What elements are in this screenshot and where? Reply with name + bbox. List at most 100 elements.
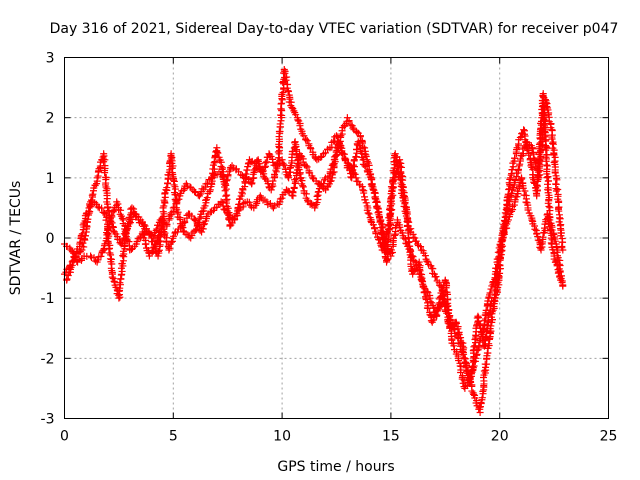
data-point xyxy=(284,87,292,95)
x-axis-label: GPS time / hours xyxy=(277,459,394,475)
data-point xyxy=(133,213,141,221)
data-point xyxy=(341,157,349,165)
data-point xyxy=(190,215,198,223)
data-point xyxy=(418,276,426,284)
data-point xyxy=(116,279,124,287)
y-tick-label: -2 xyxy=(41,351,55,367)
data-point xyxy=(363,158,371,166)
data-point xyxy=(339,150,347,158)
x-tick-label: 25 xyxy=(600,429,618,445)
data-point xyxy=(119,252,127,260)
data-point xyxy=(91,181,99,189)
data-point xyxy=(210,159,218,167)
data-point xyxy=(210,165,218,173)
data-point xyxy=(296,170,304,178)
data-point xyxy=(403,222,411,230)
data-points xyxy=(61,66,567,416)
data-point xyxy=(165,244,173,252)
axis-ticks: 0 5 10 15 20 25 -3 -2 -1 0 1 2 3 xyxy=(41,51,618,445)
data-point xyxy=(89,190,97,198)
data-point xyxy=(471,342,479,350)
data-point xyxy=(108,211,116,219)
data-point xyxy=(278,194,286,202)
data-point xyxy=(391,231,399,239)
data-point xyxy=(501,209,509,217)
data-point xyxy=(345,117,353,125)
data-point xyxy=(460,383,468,391)
data-point xyxy=(533,190,541,198)
data-point xyxy=(247,158,255,166)
data-point xyxy=(191,188,199,196)
data-point xyxy=(537,244,545,252)
data-point xyxy=(499,242,507,250)
data-point xyxy=(303,163,311,171)
data-point xyxy=(416,267,424,275)
data-point xyxy=(326,177,334,185)
data-point xyxy=(549,140,557,148)
data-point xyxy=(259,168,267,176)
data-point xyxy=(232,210,240,218)
data-point xyxy=(166,212,174,220)
data-point xyxy=(539,233,547,241)
data-point xyxy=(463,382,471,390)
data-point xyxy=(474,317,482,325)
data-point xyxy=(498,235,506,243)
y-tick-label: -1 xyxy=(41,291,55,307)
data-point xyxy=(243,173,251,181)
data-point xyxy=(155,238,163,246)
data-point xyxy=(90,254,98,262)
y-tick-label: -3 xyxy=(41,412,55,428)
data-point xyxy=(471,336,479,344)
data-point xyxy=(248,179,256,187)
data-point xyxy=(535,140,543,148)
data-point xyxy=(159,220,167,228)
data-point xyxy=(263,158,271,166)
data-point xyxy=(292,111,300,119)
data-point xyxy=(431,312,439,320)
data-point xyxy=(366,171,374,179)
data-point xyxy=(280,161,288,169)
data-point xyxy=(97,252,105,260)
data-point xyxy=(533,181,541,189)
data-point xyxy=(534,158,542,166)
data-point xyxy=(266,151,274,159)
data-point xyxy=(94,256,102,264)
data-point xyxy=(70,254,78,262)
data-point xyxy=(170,232,178,240)
data-point xyxy=(559,238,567,246)
y-tick-label: 3 xyxy=(46,51,55,67)
data-point xyxy=(534,173,542,181)
data-point xyxy=(399,187,407,195)
data-point xyxy=(280,66,288,74)
data-point xyxy=(140,221,148,229)
data-point xyxy=(368,182,376,190)
data-point xyxy=(540,115,548,123)
data-point xyxy=(110,277,118,285)
data-point xyxy=(170,181,178,189)
data-point xyxy=(505,186,513,194)
data-point xyxy=(276,195,284,203)
data-point xyxy=(470,390,478,398)
data-point xyxy=(528,216,536,224)
data-point xyxy=(303,137,311,145)
data-point xyxy=(302,162,310,170)
data-point xyxy=(276,120,284,128)
data-point xyxy=(275,127,283,135)
data-point xyxy=(278,156,286,164)
data-point xyxy=(543,174,551,182)
data-point xyxy=(465,378,473,386)
data-point xyxy=(234,203,242,211)
data-point xyxy=(309,174,317,182)
data-point xyxy=(283,73,291,81)
data-point xyxy=(299,182,307,190)
data-point xyxy=(259,167,267,175)
data-point xyxy=(452,319,460,327)
data-point xyxy=(521,187,529,195)
data-point xyxy=(524,206,532,214)
data-point xyxy=(316,181,324,189)
data-point xyxy=(312,154,320,162)
chart-title: Day 316 of 2021, Sidereal Day-to-day VTE… xyxy=(50,21,619,37)
data-point xyxy=(198,208,206,216)
data-point xyxy=(307,200,315,208)
data-point xyxy=(432,307,440,315)
